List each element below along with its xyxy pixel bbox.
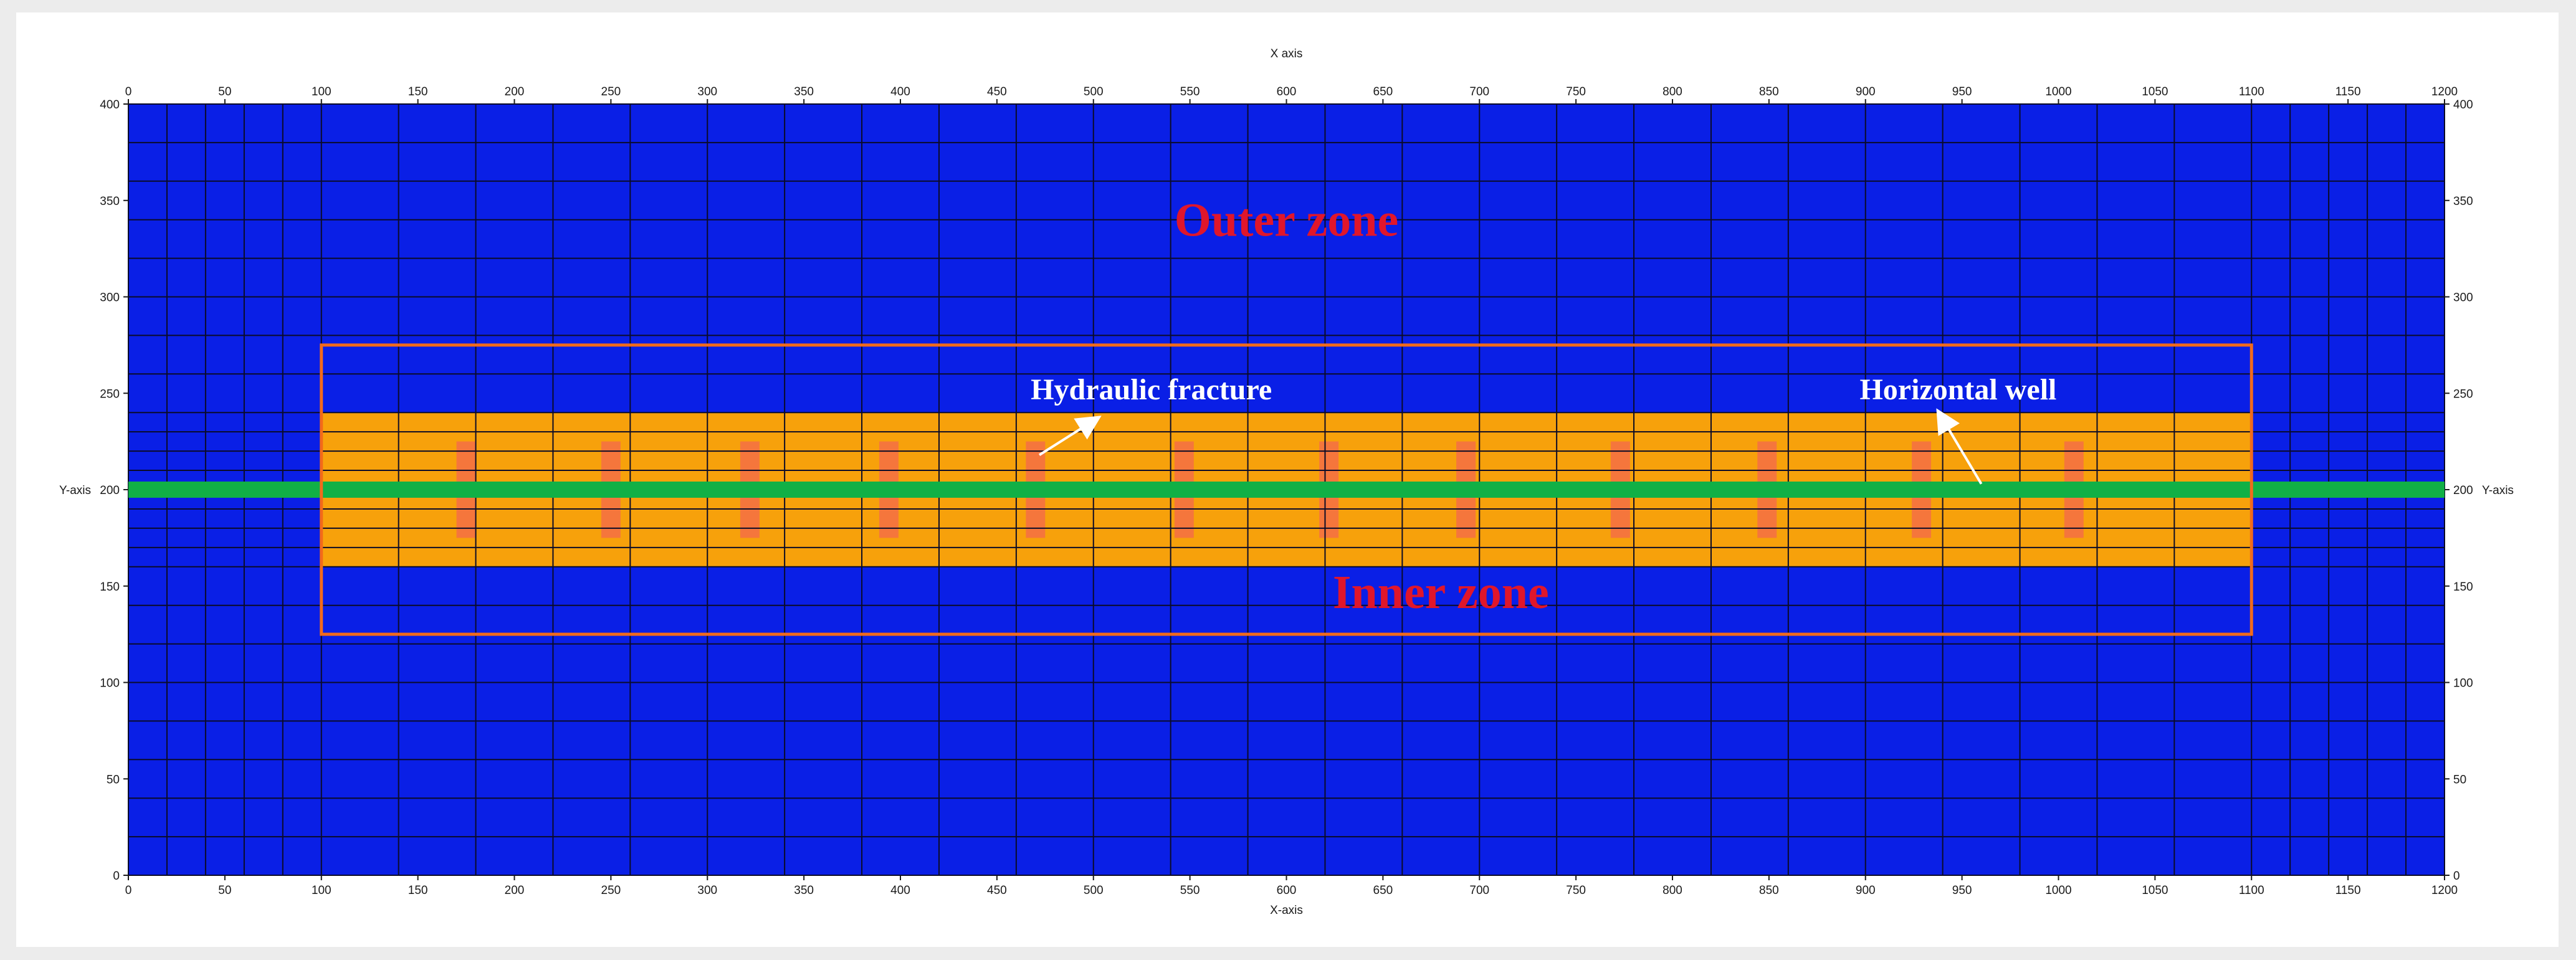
x-tick-label-bottom: 1200 <box>2431 884 2458 897</box>
x-tick-label-top: 700 <box>1469 85 1489 98</box>
y-tick-label-left: 50 <box>107 773 120 786</box>
x-tick-label-top: 1200 <box>2431 85 2458 98</box>
x-tick-label-top: 1150 <box>2335 85 2361 98</box>
x-tick-label-bottom: 600 <box>1277 884 1297 897</box>
y-axis-title-right: Y-axis <box>2482 484 2514 497</box>
y-tick-label-left: 200 <box>100 484 120 497</box>
x-tick-label-bottom: 950 <box>1952 884 1972 897</box>
y-tick-label-left: 250 <box>100 387 120 401</box>
x-tick-label-bottom: 800 <box>1662 884 1682 897</box>
x-axis-title-top: X axis <box>1271 47 1303 60</box>
y-tick-label-right: 250 <box>2453 387 2473 401</box>
x-tick-label-bottom: 750 <box>1566 884 1586 897</box>
x-tick-label-bottom: 850 <box>1759 884 1779 897</box>
x-tick-label-top: 1050 <box>2142 85 2168 98</box>
x-tick-label-bottom: 200 <box>505 884 525 897</box>
y-tick-label-right: 150 <box>2453 581 2473 594</box>
y-tick-label-left: 400 <box>100 98 120 112</box>
x-tick-label-bottom: 650 <box>1373 884 1393 897</box>
y-axis-title-left: Y-axis <box>59 484 91 497</box>
x-tick-label-top: 200 <box>505 85 525 98</box>
x-tick-label-top: 250 <box>601 85 621 98</box>
y-tick-label-right: 0 <box>2453 870 2460 883</box>
y-tick-label-right: 300 <box>2453 292 2473 305</box>
x-tick-label-top: 950 <box>1952 85 1972 98</box>
x-tick-label-bottom: 1150 <box>2335 884 2361 897</box>
y-tick-label-left: 350 <box>100 195 120 208</box>
x-tick-label-top: 850 <box>1759 85 1779 98</box>
x-tick-label-top: 300 <box>697 85 717 98</box>
y-tick-label-right: 50 <box>2453 773 2466 786</box>
x-tick-label-top: 1000 <box>2045 85 2071 98</box>
x-tick-label-bottom: 300 <box>697 884 717 897</box>
callout-arrows <box>1038 408 1983 485</box>
x-tick-label-top: 650 <box>1373 85 1393 98</box>
callout-arrow-1 <box>1038 416 1102 456</box>
y-tick-label-right: 200 <box>2453 484 2473 497</box>
x-tick-label-top: 100 <box>312 85 332 98</box>
x-tick-label-top: 800 <box>1662 85 1682 98</box>
x-tick-label-bottom: 1000 <box>2045 884 2071 897</box>
x-tick-label-bottom: 50 <box>218 884 231 897</box>
x-tick-label-bottom: 100 <box>312 884 332 897</box>
x-tick-label-bottom: 700 <box>1469 884 1489 897</box>
x-tick-label-top: 150 <box>408 85 428 98</box>
y-tick-label-right: 100 <box>2453 677 2473 690</box>
inner-zone-boundary <box>320 343 2253 636</box>
x-tick-label-top: 550 <box>1180 85 1200 98</box>
y-tick-label-right: 400 <box>2453 98 2473 112</box>
reservoir-model-diagram: Outer zone Inner zone Hydraulic fracture… <box>59 47 2514 917</box>
inner-zone-label: Inner zone <box>1333 566 1549 619</box>
x-tick-label-bottom: 150 <box>408 884 428 897</box>
x-tick-label-top: 600 <box>1277 85 1297 98</box>
callout-arrow-2 <box>1936 408 1983 485</box>
x-tick-label-top: 900 <box>1856 85 1876 98</box>
y-tick-label-left: 0 <box>113 870 120 883</box>
y-tick-label-left: 150 <box>100 581 120 594</box>
x-tick-label-top: 500 <box>1084 85 1104 98</box>
outer-zone-label: Outer zone <box>1175 194 1399 247</box>
x-tick-label-bottom: 450 <box>987 884 1007 897</box>
x-tick-label-top: 350 <box>794 85 814 98</box>
x-tick-label-top: 50 <box>218 85 231 98</box>
y-tick-label-left: 100 <box>100 677 120 690</box>
x-tick-label-bottom: 550 <box>1180 884 1200 897</box>
x-tick-label-top: 0 <box>125 85 132 98</box>
x-axis-title-bottom: X-axis <box>1270 904 1303 917</box>
y-tick-label-left: 300 <box>100 292 120 305</box>
x-tick-label-top: 1100 <box>2239 85 2264 98</box>
x-tick-label-top: 400 <box>890 85 910 98</box>
hydraulic-fracture-label: Hydraulic fracture <box>1031 373 1272 406</box>
y-tick-label-right: 350 <box>2453 195 2473 208</box>
x-tick-label-bottom: 0 <box>125 884 132 897</box>
x-tick-label-bottom: 500 <box>1084 884 1104 897</box>
x-tick-label-top: 750 <box>1566 85 1586 98</box>
horizontal-well-label: Horizontal well <box>1859 373 2056 406</box>
x-tick-label-bottom: 250 <box>601 884 621 897</box>
axis-ticks: 0050501001001501502002002502503003003503… <box>100 85 2473 897</box>
x-tick-label-bottom: 400 <box>890 884 910 897</box>
x-tick-label-bottom: 1050 <box>2142 884 2168 897</box>
figure-frame: Outer zone Inner zone Hydraulic fracture… <box>16 12 2559 947</box>
x-tick-label-top: 450 <box>987 85 1007 98</box>
horizontal-well <box>128 482 2445 498</box>
x-tick-label-bottom: 350 <box>794 884 814 897</box>
x-tick-label-bottom: 1100 <box>2239 884 2264 897</box>
x-tick-label-bottom: 900 <box>1856 884 1876 897</box>
